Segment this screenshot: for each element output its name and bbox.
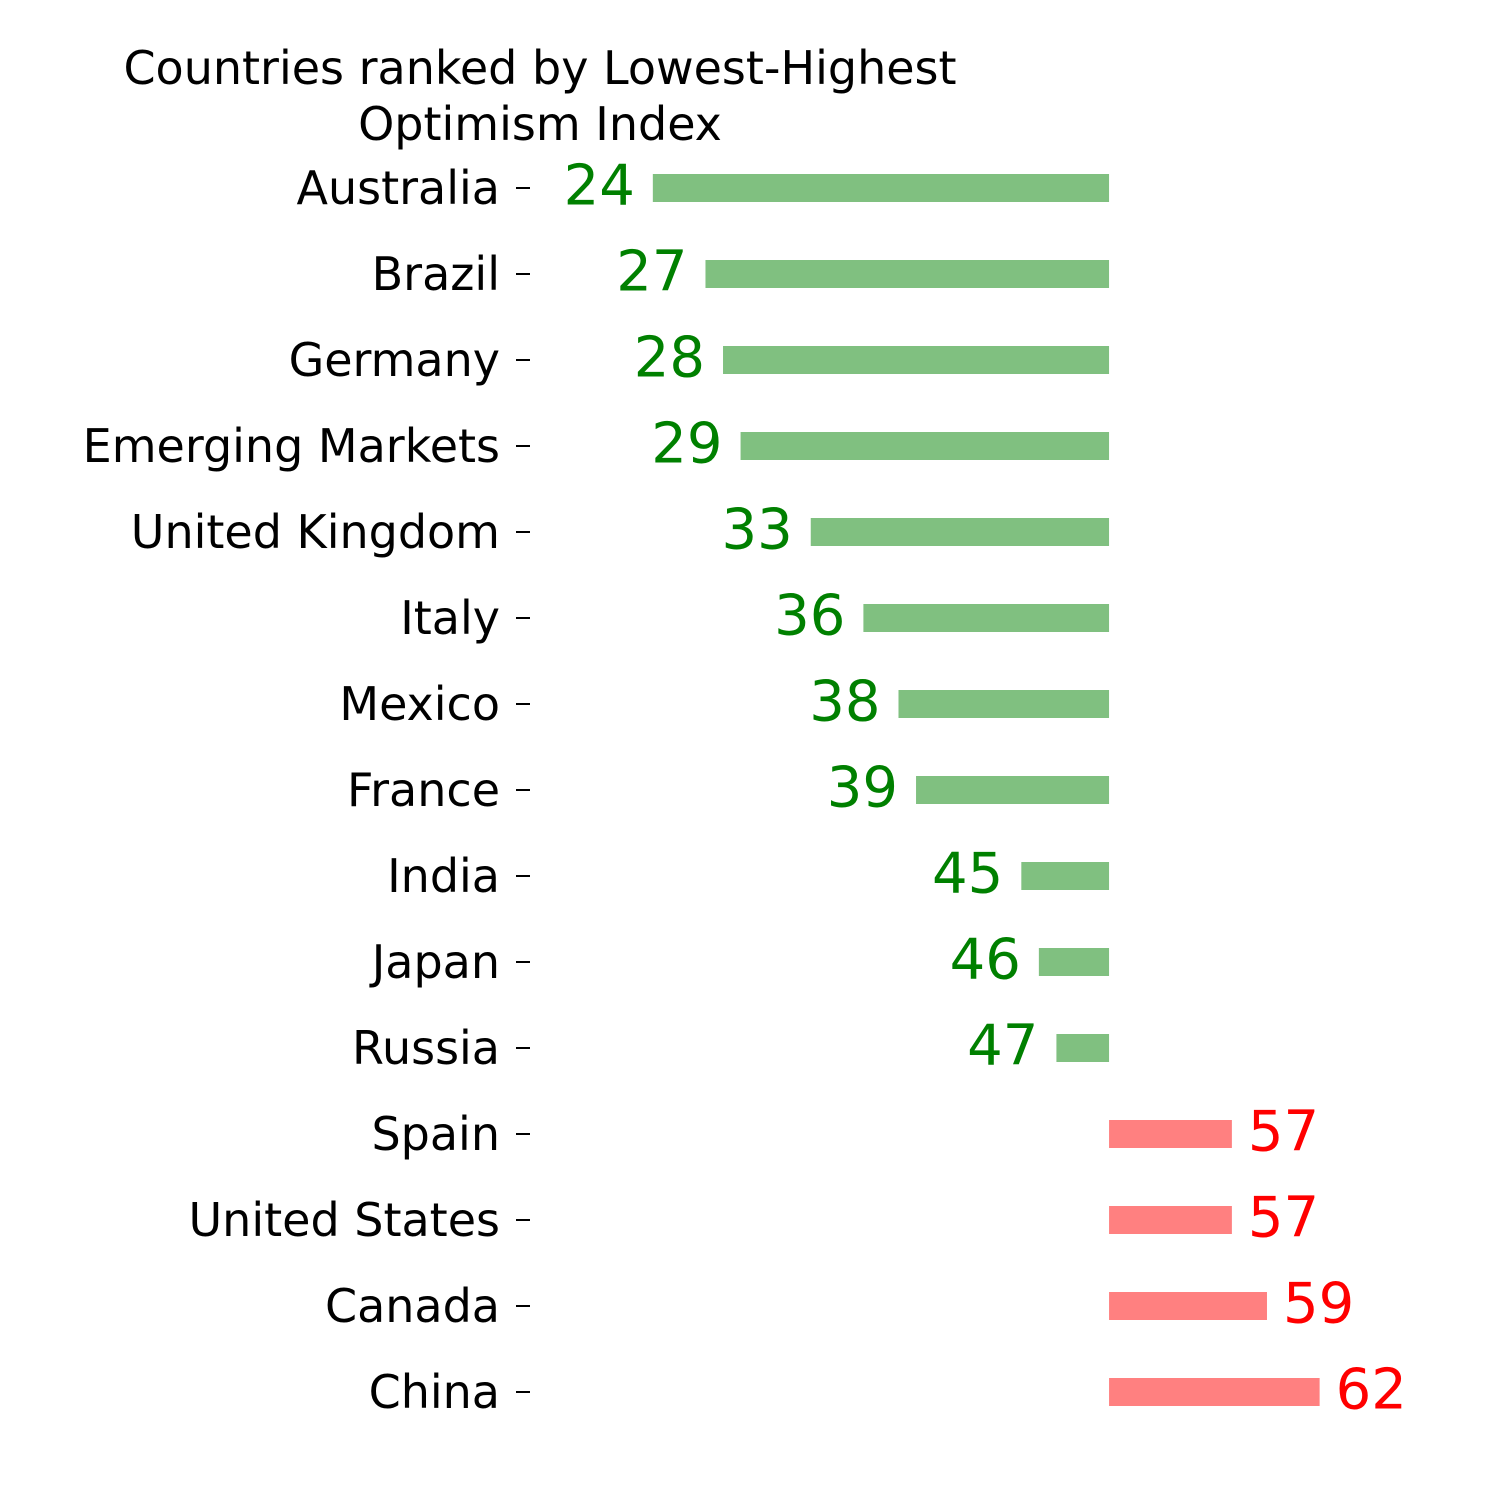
data-label: 33 [721,498,792,563]
bar [916,776,1110,804]
y-tick-label: United Kingdom [131,505,500,559]
bar [740,432,1110,460]
y-tick-label: Russia [352,1021,500,1075]
y-tick-label: Germany [289,333,500,387]
data-label: 38 [809,670,880,735]
data-label: 62 [1336,1358,1407,1423]
data-label: 45 [932,842,1003,907]
y-tick-label: United States [189,1193,501,1247]
data-label: 47 [967,1014,1038,1079]
bar [1109,1206,1232,1234]
data-label: 57 [1248,1186,1319,1251]
bar [1021,862,1110,890]
y-tick-label: India [387,849,500,903]
data-label: 59 [1283,1272,1354,1337]
bar [705,260,1110,288]
bar [1038,948,1110,976]
y-tick-label: France [347,763,500,817]
chart-title-line-1: Countries ranked by Lowest-Highest [123,41,957,95]
data-label: 57 [1248,1100,1319,1165]
chart-marks: Australia 24 Brazil 27 Germany 28 Emerging Mar… [83,154,1407,1423]
data-label: 46 [950,928,1021,993]
chart-title: Countries ranked by Lowest-Highest Optim… [40,40,1040,152]
bar [1109,1292,1267,1320]
y-tick-label: Emerging Markets [83,419,500,473]
bar [898,690,1110,718]
bar [652,174,1110,202]
y-tick-label: Spain [371,1107,500,1161]
data-label: 27 [616,240,687,305]
y-tick-label: Japan [369,935,500,989]
y-tick-label: China [369,1365,500,1419]
data-label: 36 [774,584,845,649]
bar [1109,1378,1320,1406]
bar [1109,1120,1232,1148]
bar [810,518,1110,546]
y-tick-label: Italy [400,591,500,645]
data-label: 24 [564,154,635,219]
bar [723,346,1110,374]
y-tick-label: Mexico [339,677,500,731]
bar [863,604,1110,632]
chart-title-line-2: Optimism Index [358,97,722,151]
y-tick-label: Brazil [372,247,500,301]
data-label: 29 [651,412,722,477]
bar [1056,1034,1110,1062]
data-label: 28 [634,326,705,391]
data-label: 39 [827,756,898,821]
y-tick-label: Canada [325,1279,500,1333]
y-tick-label: Australia [297,161,500,215]
